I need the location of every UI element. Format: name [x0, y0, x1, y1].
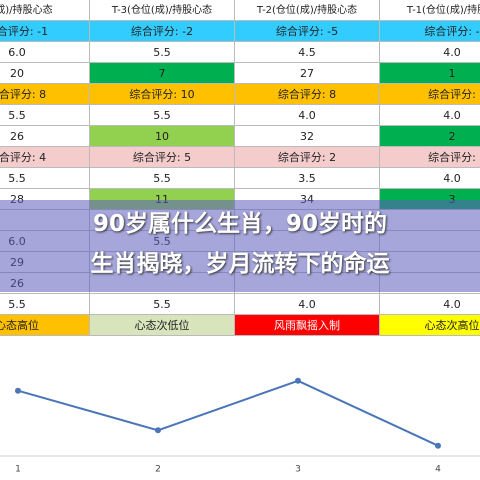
table-cell: 综合评分: -2	[90, 21, 235, 42]
point	[15, 387, 21, 394]
table-cell	[380, 273, 480, 294]
table-cell: 心态次低位	[90, 315, 235, 336]
table-cell: 32	[235, 126, 380, 147]
table-cell: 心态高位	[0, 315, 90, 336]
x-tick-label: 2	[155, 465, 161, 475]
table-cell: 5.5	[90, 294, 235, 315]
table-cell: 4.0	[235, 105, 380, 126]
table-cell: 5.5	[0, 168, 90, 189]
table-cell: 27	[235, 63, 380, 84]
table-cell: 4.0	[235, 294, 380, 315]
title-banner: 90岁属什么生肖，90岁时的 生肖揭晓，岁月流转下的命运	[0, 200, 480, 292]
table-cell: 7	[90, 63, 235, 84]
table-cell: 综合评分: 10	[90, 84, 235, 105]
table-cell: 20	[0, 63, 90, 84]
header-cell: T-3(仓位(成)/持股心态	[90, 0, 235, 21]
table-cell: 风雨飘摇入制	[235, 315, 380, 336]
point	[295, 377, 301, 384]
table-cell: 3.5	[235, 168, 380, 189]
table-cell: 5.5	[0, 294, 90, 315]
table-cell: 综合评分:	[380, 147, 480, 168]
table-cell: 6.0	[0, 42, 90, 63]
table-cell: 综合评分:	[380, 84, 480, 105]
table-cell: 综合评分: 8	[235, 84, 380, 105]
table-cell: 5.5	[90, 42, 235, 63]
x-tick-label: 1	[15, 465, 21, 475]
line	[17, 379, 439, 447]
table-cell: 综合评分: 5	[90, 147, 235, 168]
spreadsheet: 总(成)/持股心态T-3(仓位(成)/持股心态T-2(仓位(成)/持股心态T-1…	[0, 0, 480, 336]
table-cell: 4.0	[380, 105, 480, 126]
table-cell: 心态次高位	[380, 315, 480, 336]
line-chart: 1 2 3 4	[0, 377, 480, 475]
header-cell: 总(成)/持股心态	[0, 0, 90, 21]
x-tick-label: 3	[295, 465, 301, 475]
table-cell: 综合评分: -	[380, 21, 480, 42]
banner-line: 90岁属什么生肖，90岁时的	[92, 211, 387, 237]
banner-line: 生肖揭晓，岁月流转下的命运	[90, 251, 390, 277]
table-cell: 综合评分: 2	[235, 147, 380, 168]
table-cell: 综合评分: -1	[0, 21, 90, 42]
table-cell: 4.0	[380, 42, 480, 63]
table-cell: 综合评分: 4	[0, 147, 90, 168]
table-cell: 26	[0, 126, 90, 147]
table-cell: 2	[380, 126, 480, 147]
point	[435, 442, 441, 449]
table-cell: 4.0	[380, 168, 480, 189]
table-cell: 综合评分: 8	[0, 84, 90, 105]
table-cell: 4.5	[235, 42, 380, 63]
table-cell: 5.5	[0, 105, 90, 126]
x-tick-label: 4	[435, 465, 441, 475]
table-cell: 5.5	[90, 105, 235, 126]
header-cell: T-1(仓位(成)/持股心	[380, 0, 480, 21]
table-cell: 4.0	[380, 294, 480, 315]
table-cell: 1	[380, 63, 480, 84]
point	[155, 427, 161, 434]
header-cell: T-2(仓位(成)/持股心态	[235, 0, 380, 21]
table-cell: 10	[90, 126, 235, 147]
table-cell: 综合评分: -5	[235, 21, 380, 42]
table-cell: 5.5	[90, 168, 235, 189]
